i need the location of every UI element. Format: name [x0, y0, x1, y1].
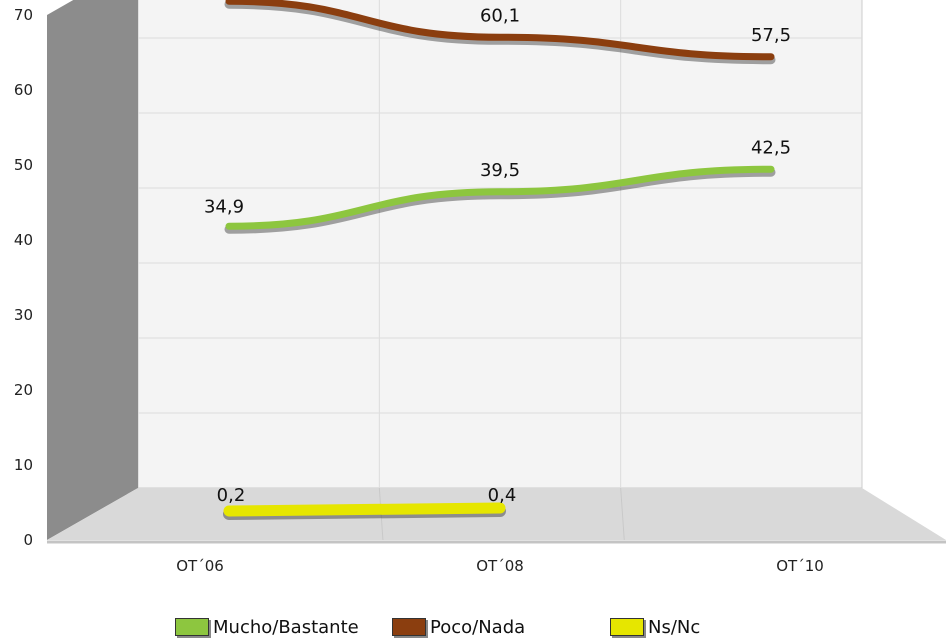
y-tick-label: 40 — [14, 231, 33, 249]
floor — [47, 488, 946, 540]
x-tick-label: OT´08 — [476, 557, 524, 575]
data-label-poco-nada: 57,5 — [751, 25, 791, 46]
data-label-ns-nc: 0,4 — [488, 485, 517, 506]
data-labels: 34,939,542,564,960,157,50,20,4 — [204, 5, 791, 506]
x-tick-label: OT´10 — [776, 557, 824, 575]
legend-swatch-mucho-bastante — [175, 618, 209, 636]
chart-walls — [47, 0, 946, 544]
y-tick-label: 60 — [14, 81, 33, 99]
legend-swatch-ns-nc — [610, 618, 644, 636]
legend-item-poco-nada: Poco/Nada — [392, 612, 525, 642]
legend-item-ns-nc: Ns/Nc — [610, 612, 700, 642]
y-tick-label: 20 — [14, 381, 33, 399]
legend-swatch-poco-nada — [392, 618, 426, 636]
data-label-poco-nada: 60,1 — [480, 5, 520, 26]
series-line-ns-nc — [223, 502, 506, 517]
series-line-mucho-bastante — [225, 165, 775, 230]
y-axis: 0 10 20 30 40 50 60 70 — [14, 6, 33, 549]
legend-label-ns-nc: Ns/Nc — [648, 616, 701, 638]
x-axis: OT´06 OT´08 OT´10 — [176, 557, 824, 575]
chart-series — [223, 0, 776, 520]
data-label-mucho-bastante: 39,5 — [480, 160, 520, 181]
side-wall — [47, 0, 138, 540]
y-tick-label: 0 — [23, 531, 33, 549]
y-tick-label: 50 — [14, 156, 33, 174]
y-tick-label: 30 — [14, 306, 33, 324]
floor-gridline — [620, 487, 625, 541]
legend-label-mucho-bastante: Mucho/Bastante — [213, 616, 359, 638]
back-wall — [137, 0, 863, 489]
data-label-mucho-bastante: 42,5 — [751, 137, 791, 158]
chart-gridlines — [138, 0, 862, 541]
data-label-mucho-bastante: 34,9 — [204, 196, 244, 217]
y-tick-label: 10 — [14, 456, 33, 474]
series-line-poco-nada — [225, 0, 775, 61]
legend-item-mucho-bastante: Mucho/Bastante — [175, 612, 359, 642]
x-tick-label: OT´06 — [176, 557, 224, 575]
data-label-ns-nc: 0,2 — [217, 485, 246, 506]
y-tick-label: 70 — [14, 6, 33, 24]
legend-label-poco-nada: Poco/Nada — [430, 616, 526, 638]
chart-legend: Mucho/Bastante Poco/Nada Ns/Nc — [0, 612, 946, 642]
line-chart: 0 10 20 30 40 50 60 70 OT´06 OT´08 OT´10 34,9 39,5… — [14, 0, 946, 575]
